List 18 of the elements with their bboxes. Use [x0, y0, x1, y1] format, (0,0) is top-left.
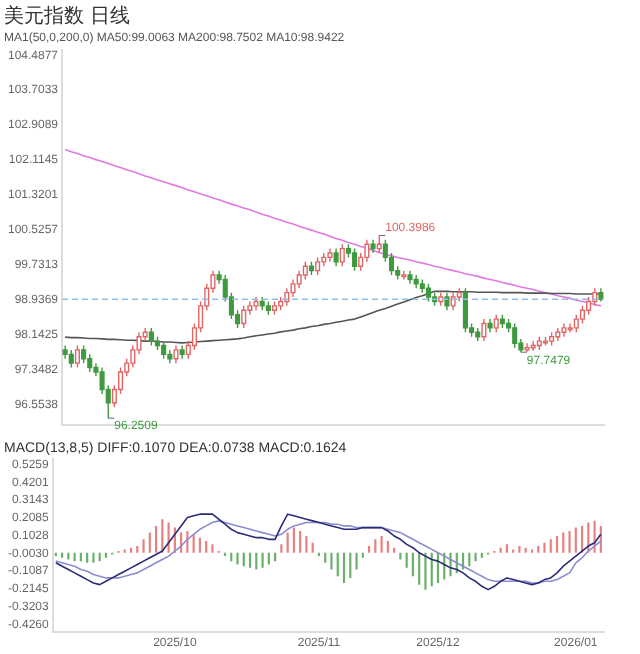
candlestick [333, 247, 339, 267]
candlestick [530, 340, 536, 352]
candlestick [407, 269, 413, 285]
candlestick [62, 344, 68, 360]
candlestick [364, 239, 370, 263]
candlestick [598, 287, 604, 303]
candlestick [296, 269, 302, 289]
candlestick [487, 318, 493, 333]
candlestick [173, 344, 179, 364]
candlestick [481, 318, 487, 342]
chart-title: 美元指数 日线 [4, 3, 130, 28]
candlestick [327, 247, 333, 263]
candlestick [567, 322, 573, 333]
candlestick [413, 274, 419, 289]
candlestick [179, 344, 185, 360]
candlestick [561, 322, 567, 338]
candlestick [290, 278, 296, 298]
candlestick [524, 342, 530, 353]
